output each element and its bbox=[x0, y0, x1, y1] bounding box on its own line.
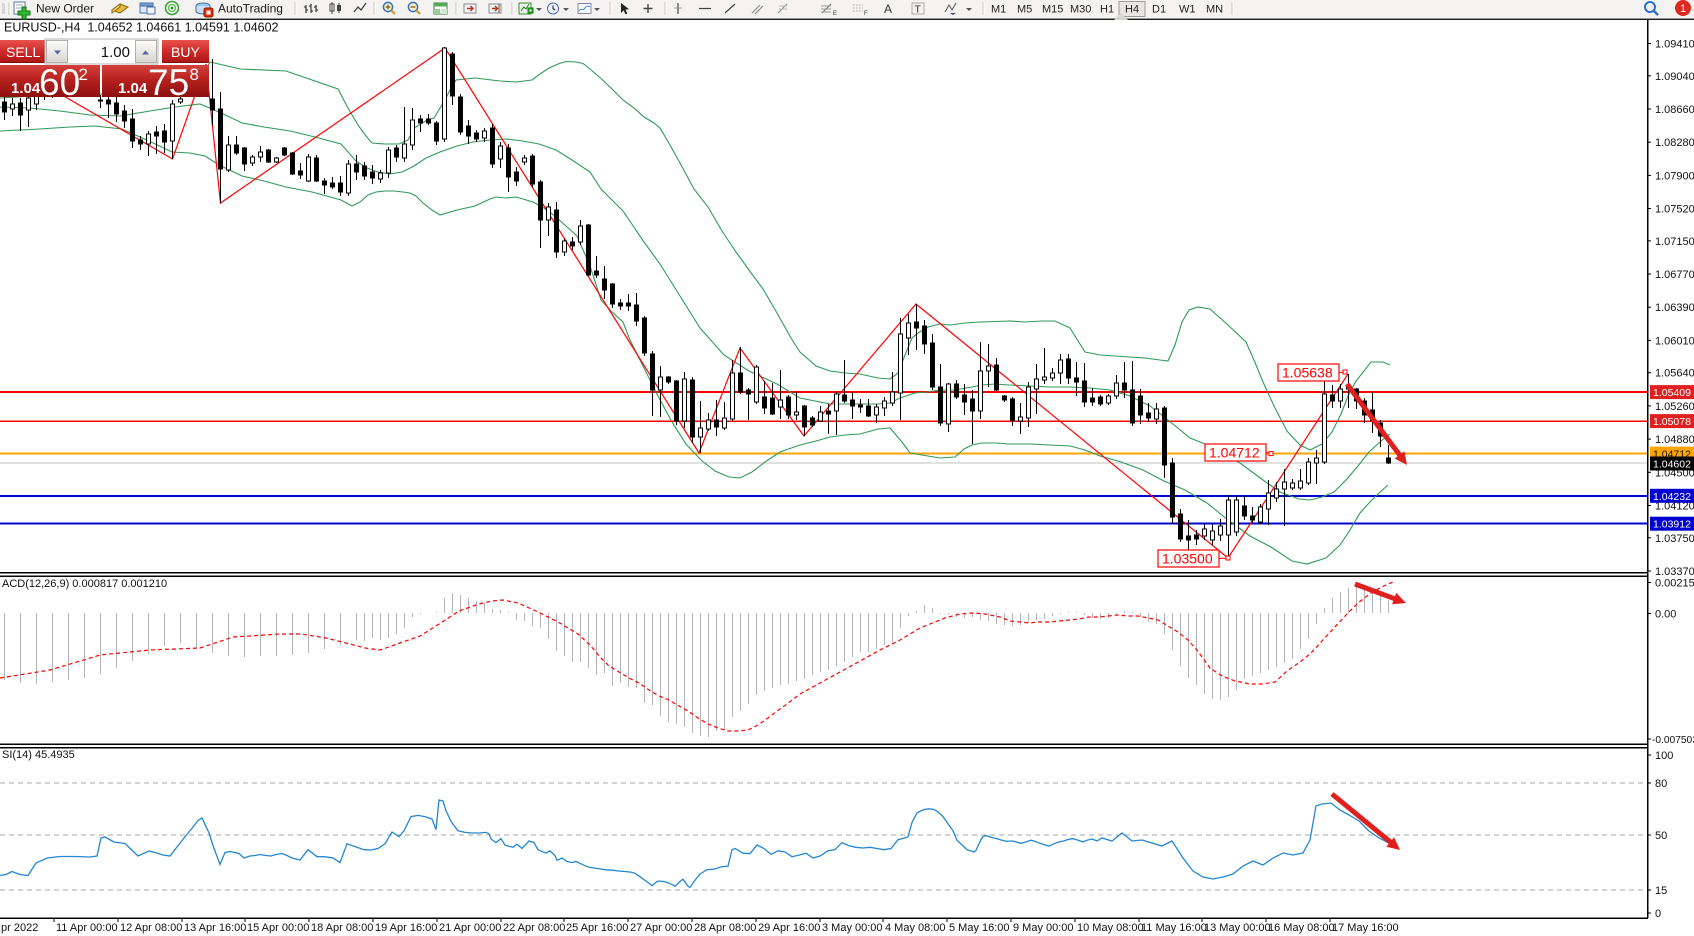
svg-text:16 May 08:00: 16 May 08:00 bbox=[1268, 922, 1335, 934]
svg-text:1.08660: 1.08660 bbox=[1655, 104, 1694, 116]
svg-text:1.08280: 1.08280 bbox=[1655, 137, 1694, 149]
svg-text:11 May 16:00: 11 May 16:00 bbox=[1141, 922, 1207, 934]
svg-text:9 May 00:00: 9 May 00:00 bbox=[1013, 922, 1074, 934]
svg-text:75: 75 bbox=[148, 62, 189, 103]
svg-text:28 Apr 08:00: 28 Apr 08:00 bbox=[694, 922, 756, 934]
svg-text:1.05260: 1.05260 bbox=[1655, 401, 1694, 413]
svg-text:1.07150: 1.07150 bbox=[1655, 236, 1694, 248]
svg-text:1.07520: 1.07520 bbox=[1655, 204, 1694, 216]
svg-text:W1: W1 bbox=[1179, 4, 1196, 16]
svg-text:1.09040: 1.09040 bbox=[1655, 71, 1694, 83]
svg-text:E: E bbox=[833, 11, 837, 17]
svg-text:-0.007503: -0.007503 bbox=[1652, 735, 1694, 746]
svg-text:1.04712: 1.04712 bbox=[1209, 445, 1260, 461]
svg-text:ACD(12,26,9) 0.000817 0.001210: ACD(12,26,9) 0.000817 0.001210 bbox=[2, 578, 167, 590]
svg-text:MN: MN bbox=[1206, 4, 1223, 16]
svg-text:2: 2 bbox=[79, 65, 88, 84]
svg-text:19 Apr 16:00: 19 Apr 16:00 bbox=[375, 922, 437, 934]
svg-text:1.03750: 1.03750 bbox=[1655, 533, 1694, 545]
svg-text:1.03912: 1.03912 bbox=[1653, 519, 1691, 531]
svg-text:H1: H1 bbox=[1100, 4, 1114, 16]
svg-text:1.07900: 1.07900 bbox=[1655, 170, 1694, 182]
svg-text:10 May 08:00: 10 May 08:00 bbox=[1077, 922, 1144, 934]
svg-text:11 Apr 00:00: 11 Apr 00:00 bbox=[56, 922, 118, 934]
svg-text:1.04880: 1.04880 bbox=[1655, 434, 1694, 446]
svg-text:1.06010: 1.06010 bbox=[1655, 335, 1694, 347]
svg-text:1.06770: 1.06770 bbox=[1655, 269, 1694, 281]
svg-text:3 May 00:00: 3 May 00:00 bbox=[822, 922, 883, 934]
svg-text:1.04120: 1.04120 bbox=[1655, 500, 1694, 512]
svg-text:1.00: 1.00 bbox=[101, 44, 130, 61]
svg-text:12 Apr 08:00: 12 Apr 08:00 bbox=[120, 922, 182, 934]
svg-text:17 May 16:00: 17 May 16:00 bbox=[1332, 922, 1399, 934]
svg-text:AutoTrading: AutoTrading bbox=[218, 2, 283, 16]
svg-text:SI(14) 45.4935: SI(14) 45.4935 bbox=[2, 749, 75, 761]
svg-text:0.00: 0.00 bbox=[1655, 609, 1676, 621]
svg-text:21 Apr 00:00: 21 Apr 00:00 bbox=[439, 922, 501, 934]
svg-text:0.00215: 0.00215 bbox=[1655, 578, 1694, 590]
svg-text:1.04232: 1.04232 bbox=[1653, 491, 1691, 503]
svg-text:T: T bbox=[915, 4, 922, 16]
svg-text:M30: M30 bbox=[1070, 4, 1091, 16]
svg-text:5 May 16:00: 5 May 16:00 bbox=[949, 922, 1010, 934]
svg-text:15: 15 bbox=[1655, 885, 1667, 897]
svg-text:1.03370: 1.03370 bbox=[1655, 566, 1694, 578]
svg-text:15 Apr 00:00: 15 Apr 00:00 bbox=[247, 922, 309, 934]
svg-text:80: 80 bbox=[1655, 778, 1667, 790]
svg-text:pr 2022: pr 2022 bbox=[1, 922, 38, 934]
svg-text:1.05640: 1.05640 bbox=[1655, 368, 1694, 380]
svg-text:EURUSD-,H4 1.04652 1.04661 1.: EURUSD-,H4 1.04652 1.04661 1.04591 1.046… bbox=[4, 21, 279, 35]
svg-text:8: 8 bbox=[190, 65, 199, 84]
svg-text:D1: D1 bbox=[1152, 4, 1166, 16]
svg-text:M15: M15 bbox=[1042, 4, 1063, 16]
svg-text:New Order: New Order bbox=[36, 2, 94, 16]
svg-text:M5: M5 bbox=[1017, 4, 1032, 16]
svg-text:100: 100 bbox=[1655, 750, 1673, 762]
svg-text:1: 1 bbox=[1680, 3, 1686, 15]
svg-text:27 Apr 00:00: 27 Apr 00:00 bbox=[630, 922, 692, 934]
svg-text:60: 60 bbox=[39, 62, 80, 103]
svg-text:1.05078: 1.05078 bbox=[1653, 416, 1691, 428]
svg-text:22 Apr 08:00: 22 Apr 08:00 bbox=[503, 922, 565, 934]
svg-text:1.04: 1.04 bbox=[118, 80, 148, 97]
svg-text:13 Apr 16:00: 13 Apr 16:00 bbox=[184, 922, 246, 934]
svg-text:A: A bbox=[884, 2, 892, 16]
svg-text:1.09410: 1.09410 bbox=[1655, 39, 1694, 51]
svg-text:29 Apr 16:00: 29 Apr 16:00 bbox=[758, 922, 820, 934]
svg-text:1.04: 1.04 bbox=[11, 80, 41, 97]
svg-text:18 Apr 08:00: 18 Apr 08:00 bbox=[311, 922, 373, 934]
svg-text:BUY: BUY bbox=[171, 44, 200, 60]
svg-text:1.04602: 1.04602 bbox=[1653, 459, 1691, 471]
svg-text:13 May 00:00: 13 May 00:00 bbox=[1204, 922, 1271, 934]
svg-text:SELL: SELL bbox=[6, 44, 40, 60]
svg-text:1.03500: 1.03500 bbox=[1162, 551, 1213, 567]
svg-text:4 May 08:00: 4 May 08:00 bbox=[885, 922, 946, 934]
svg-text:0: 0 bbox=[1655, 908, 1661, 920]
svg-text:1.05409: 1.05409 bbox=[1653, 387, 1691, 399]
svg-text:H4: H4 bbox=[1125, 4, 1139, 16]
svg-text:1.06390: 1.06390 bbox=[1655, 302, 1694, 314]
svg-text:M1: M1 bbox=[991, 4, 1006, 16]
svg-text:25 Apr 16:00: 25 Apr 16:00 bbox=[566, 922, 628, 934]
svg-text:1.05638: 1.05638 bbox=[1282, 365, 1333, 381]
svg-text:50: 50 bbox=[1655, 830, 1667, 842]
svg-text:F: F bbox=[864, 11, 868, 17]
